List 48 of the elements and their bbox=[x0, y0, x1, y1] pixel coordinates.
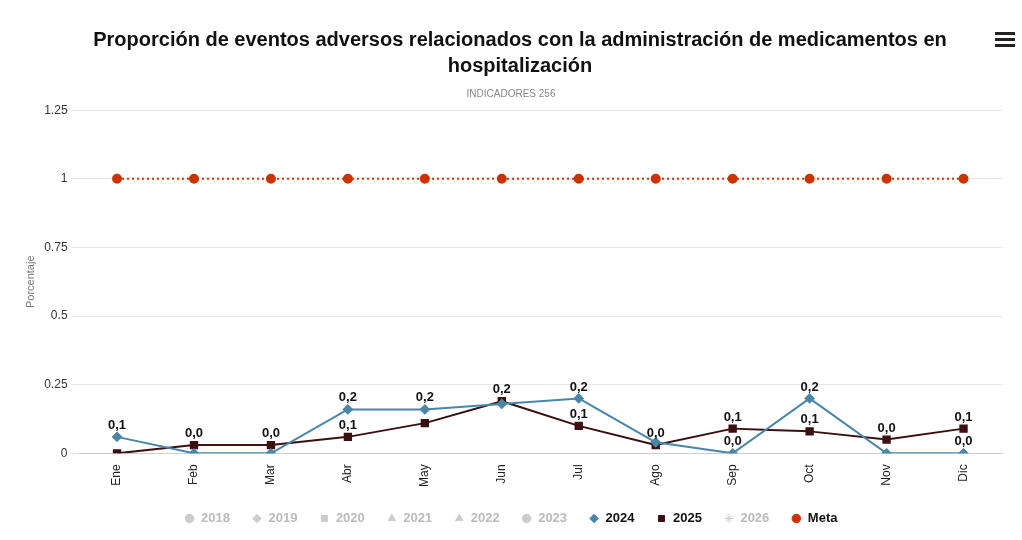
legend-label: 2018 bbox=[201, 510, 230, 526]
data-label: 0,1 bbox=[338, 416, 357, 432]
data-label: 0,0 bbox=[723, 433, 742, 449]
legend-label: 2021 bbox=[403, 510, 433, 526]
x-tick-label: Ene bbox=[109, 464, 124, 486]
x-tick-label: Sep bbox=[724, 464, 739, 486]
x-tick-label: Jun bbox=[494, 464, 509, 484]
data-label: 0,1 bbox=[723, 408, 742, 424]
chart-subtitle: INDICADORES 256 bbox=[465, 88, 557, 99]
chart-title: Proporción de eventos adversos relacionados con la administración de medicamentos en hospitalización bbox=[92, 27, 948, 78]
legend-label: 2023 bbox=[538, 510, 568, 526]
x-tick-label: Feb bbox=[186, 464, 201, 486]
y-tick-label: 0.5 bbox=[50, 308, 68, 323]
data-label: 0,2 bbox=[338, 389, 357, 405]
y-tick-label: 0.75 bbox=[44, 239, 68, 254]
legend-label: Meta bbox=[807, 510, 839, 526]
y-tick-label: 0.25 bbox=[44, 377, 68, 392]
x-tick-label: May bbox=[417, 464, 432, 487]
legend-label: 2020 bbox=[335, 510, 365, 526]
y-axis-title: Porcentaje bbox=[23, 255, 36, 309]
data-label: 0,2 bbox=[415, 389, 434, 405]
x-tick-label: Dic bbox=[955, 464, 970, 482]
data-label: 0,0 bbox=[261, 425, 280, 441]
data-label: 0,2 bbox=[800, 378, 819, 394]
legend-label: 2025 bbox=[672, 510, 702, 526]
data-label: 0,1 bbox=[569, 405, 588, 421]
data-label: 0,0 bbox=[954, 433, 973, 449]
x-tick-label: Ago bbox=[648, 464, 663, 486]
x-tick-label: Jul bbox=[571, 464, 586, 480]
data-label: 0,2 bbox=[569, 378, 588, 394]
x-tick-label: Oct bbox=[801, 463, 816, 483]
legend-label: 2022 bbox=[470, 510, 500, 526]
data-label: 0,2 bbox=[492, 381, 511, 397]
legend-label: 2024 bbox=[605, 510, 636, 526]
legend-label: 2019 bbox=[268, 510, 298, 526]
x-tick-label: Abr bbox=[340, 464, 355, 484]
data-label: 0,1 bbox=[954, 408, 973, 424]
y-tick-label: 1 bbox=[60, 171, 68, 186]
data-label: 0,0 bbox=[646, 425, 665, 441]
y-tick-label: 1.25 bbox=[44, 102, 68, 117]
y-tick-label: 0 bbox=[60, 445, 68, 460]
x-tick-label: Nov bbox=[878, 464, 893, 486]
data-label: 0,0 bbox=[184, 425, 204, 441]
x-tick-label: Mar bbox=[263, 464, 278, 485]
data-label: 0,0 bbox=[877, 419, 896, 435]
data-label: 0,1 bbox=[107, 416, 127, 432]
legend-label: 2026 bbox=[740, 510, 770, 526]
data-label: 0,1 bbox=[800, 411, 819, 427]
